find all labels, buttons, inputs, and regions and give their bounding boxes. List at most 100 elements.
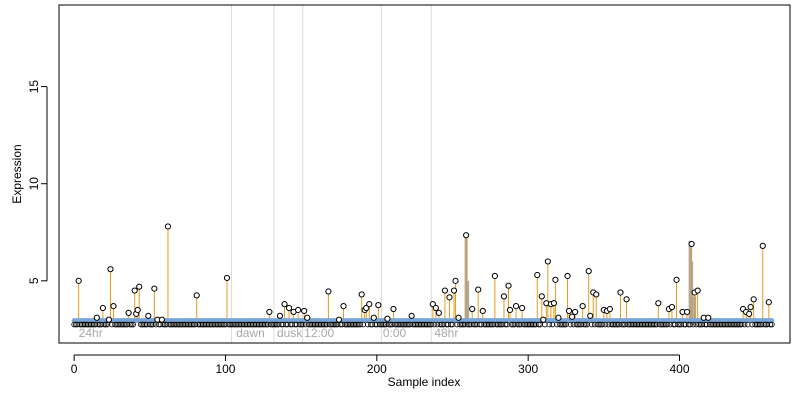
y-axis: 5 10 15 <box>27 80 48 284</box>
baseline-point <box>735 321 742 328</box>
baseline-point <box>89 321 96 328</box>
baseline-point <box>508 321 515 328</box>
baseline-point <box>514 321 521 328</box>
baseline-point <box>448 321 454 328</box>
data-point <box>340 302 347 310</box>
data-point <box>746 310 753 317</box>
data-point <box>550 300 558 307</box>
y-axis-title: Expression <box>10 144 24 203</box>
data-point <box>455 314 462 321</box>
region-label: 48hr <box>434 326 458 340</box>
baseline-point <box>588 321 595 328</box>
baseline-point <box>262 321 268 328</box>
data-point <box>552 276 559 283</box>
baseline-point <box>769 321 775 328</box>
baseline-point <box>599 321 606 328</box>
baseline-point <box>575 321 581 328</box>
data-point <box>673 276 680 283</box>
data-point <box>93 314 100 321</box>
data-point <box>384 315 391 322</box>
data-point <box>366 301 373 308</box>
data-point <box>500 293 508 300</box>
y-tick-label: 15 <box>27 80 41 94</box>
baseline-point <box>147 321 153 328</box>
data-point <box>281 301 288 308</box>
data-point <box>429 301 436 308</box>
baseline-point <box>299 321 306 328</box>
separator-lines <box>231 5 432 343</box>
baseline-point <box>130 321 136 328</box>
baseline-point <box>560 321 566 328</box>
x-tick-label: 0 <box>71 362 78 376</box>
data-point <box>99 304 106 312</box>
data-point <box>335 316 343 323</box>
data-point <box>435 309 442 316</box>
data-point <box>469 305 476 313</box>
baseline-point <box>357 321 363 328</box>
region-label: dusk <box>277 326 303 340</box>
data-point <box>110 302 117 310</box>
baseline-point <box>386 321 392 328</box>
region-label: dawn <box>236 326 265 340</box>
baseline-point <box>470 321 477 328</box>
baseline-point <box>128 321 135 328</box>
data-point <box>617 289 624 296</box>
data-points <box>75 223 772 323</box>
data-point <box>107 266 114 273</box>
baseline-point <box>428 321 435 328</box>
data-point <box>408 312 415 319</box>
baseline-points <box>71 318 775 328</box>
data-point <box>304 314 311 321</box>
plot-frame <box>58 4 791 344</box>
data-point <box>325 288 332 295</box>
region-label: 12:00 <box>304 326 334 340</box>
baseline-point <box>650 321 657 328</box>
data-point <box>136 283 143 290</box>
data-point <box>555 314 562 321</box>
data-point <box>145 312 152 319</box>
data-point <box>593 291 600 298</box>
data-point <box>544 258 551 265</box>
baseline-point <box>431 321 438 328</box>
baseline-point <box>103 321 109 328</box>
baseline-point <box>661 321 668 328</box>
data-point <box>363 304 370 312</box>
baseline-point <box>354 321 360 328</box>
baseline-point <box>127 321 133 328</box>
data-point <box>491 272 498 280</box>
x-tick-label: 300 <box>518 362 538 376</box>
region-label: 0:00 <box>383 326 407 340</box>
data-point <box>131 287 138 294</box>
baseline-point <box>546 321 553 328</box>
data-point <box>266 308 273 316</box>
baseline-point <box>690 321 696 328</box>
baseline-point <box>464 321 471 328</box>
baseline-point <box>582 321 589 328</box>
data-point <box>606 305 613 313</box>
baseline-point <box>272 321 279 328</box>
baseline-point <box>189 321 195 328</box>
data-point <box>655 300 662 307</box>
data-point <box>668 303 676 311</box>
baseline-point <box>767 321 774 328</box>
x-tick-label: 100 <box>215 362 235 376</box>
baseline-point <box>738 321 745 328</box>
baseline-point <box>121 321 127 328</box>
baseline-point <box>696 321 702 328</box>
baseline-point <box>596 321 603 328</box>
data-point <box>375 302 382 309</box>
data-point <box>151 285 158 292</box>
baseline-point <box>425 321 432 328</box>
data-point <box>446 294 453 301</box>
data-point <box>105 316 113 323</box>
x-tick-label: 400 <box>670 362 690 376</box>
baseline-point <box>321 321 327 328</box>
baseline-point <box>404 321 410 328</box>
data-point <box>540 316 547 323</box>
baseline-point <box>437 321 444 328</box>
baseline-point <box>95 321 102 328</box>
data-point <box>750 296 757 303</box>
data-point <box>463 232 470 239</box>
baseline-point <box>602 321 609 328</box>
